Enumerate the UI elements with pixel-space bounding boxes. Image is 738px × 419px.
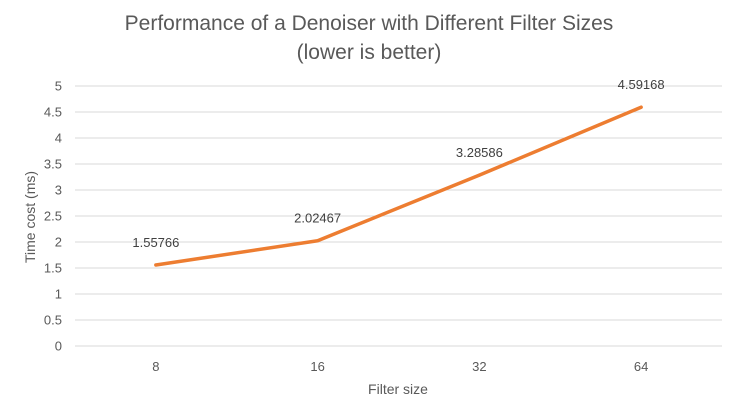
y-tick-label: 2 bbox=[55, 235, 62, 250]
x-axis-label: Filter size bbox=[368, 381, 428, 397]
y-tick-label: 3 bbox=[55, 183, 62, 198]
chart-subtitle: (lower is better) bbox=[296, 41, 442, 64]
chart-title: Performance of a Denoiser with Different… bbox=[124, 12, 614, 35]
y-axis-label: Time cost (ms) bbox=[22, 171, 38, 263]
data-label: 1.55766 bbox=[132, 235, 179, 250]
x-axis-ticks: 8 16 32 64 bbox=[152, 359, 648, 374]
series-line bbox=[154, 105, 643, 267]
y-tick-label: 3.5 bbox=[44, 157, 62, 172]
data-label: 4.59168 bbox=[618, 77, 665, 92]
x-tick-label: 16 bbox=[310, 359, 324, 374]
data-point bbox=[477, 173, 481, 177]
y-tick-label: 0.5 bbox=[44, 313, 62, 328]
y-tick-label: 0 bbox=[55, 339, 62, 354]
y-axis-ticks: 0 0.5 1 1.5 2 2.5 3 3.5 4 4.5 5 bbox=[44, 79, 62, 354]
data-label: 3.28586 bbox=[456, 145, 503, 160]
y-tick-label: 4 bbox=[55, 131, 62, 146]
series bbox=[154, 105, 643, 267]
y-tick-label: 4.5 bbox=[44, 105, 62, 120]
data-point bbox=[316, 239, 320, 243]
data-point bbox=[639, 105, 643, 109]
data-point bbox=[154, 263, 158, 267]
x-tick-label: 64 bbox=[634, 359, 648, 374]
data-labels: 1.55766 2.02467 3.28586 4.59168 bbox=[132, 77, 664, 250]
y-tick-label: 1 bbox=[55, 287, 62, 302]
y-tick-label: 5 bbox=[55, 79, 62, 94]
data-label: 2.02467 bbox=[294, 211, 341, 226]
gridlines bbox=[75, 85, 722, 347]
y-tick-label: 1.5 bbox=[44, 261, 62, 276]
x-tick-label: 8 bbox=[152, 359, 159, 374]
y-tick-label: 2.5 bbox=[44, 209, 62, 224]
x-tick-label: 32 bbox=[472, 359, 486, 374]
